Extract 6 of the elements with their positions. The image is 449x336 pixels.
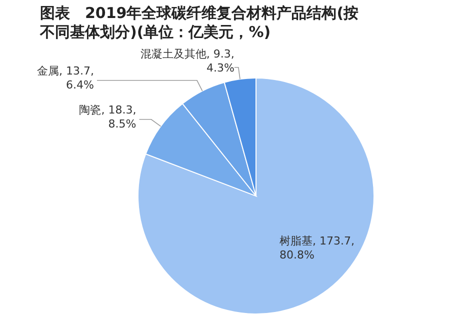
slice-label: 陶瓷, 18.3, 8.5% [79, 103, 136, 130]
slice-label: 混凝土及其他, 9.3, 4.3% [140, 47, 234, 74]
slice-label: 金属, 13.7, 6.4% [37, 64, 94, 92]
chart-title: 图表 2019年全球碳纤维复合材料产品结构(按不同基体划分)(单位：亿美元，%) [40, 4, 360, 42]
pie-slice [138, 78, 374, 314]
slice-label: 树脂基, 173.7, 80.8% [279, 234, 354, 262]
